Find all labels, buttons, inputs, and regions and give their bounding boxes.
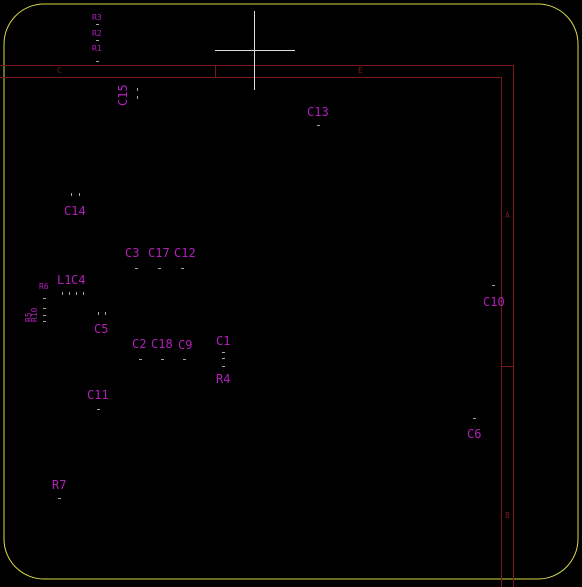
pad [96,61,99,62]
ref-r2[interactable]: R2 [92,29,102,38]
pad [137,88,138,91]
ref-r7[interactable]: R7 [52,478,67,492]
pad [181,268,184,269]
ref-c17[interactable]: C17 [148,246,170,260]
pad [71,193,72,196]
pad [473,418,476,419]
sheet-frame [0,65,514,587]
board-outline[interactable] [3,3,579,580]
pad [98,312,99,315]
ref-r6[interactable]: R6 [39,282,49,291]
frame-zone-b: B [505,511,510,520]
ref-c13[interactable]: C13 [307,105,329,119]
pad [58,498,61,499]
pad [43,308,46,309]
pad [83,292,84,295]
pad [492,285,495,286]
ref-l1[interactable]: L1 [57,273,72,287]
ref-c4[interactable]: C4 [71,273,86,287]
pad [43,298,46,299]
ref-c9[interactable]: C9 [178,338,193,352]
crosshair-cursor-icon [215,11,295,90]
pad [183,359,186,360]
pad [222,366,225,367]
pad [62,292,63,295]
pad [139,359,142,360]
pad [43,321,46,322]
ref-c3[interactable]: C3 [125,246,140,260]
pad [96,24,99,25]
pad [222,352,225,353]
ref-c5[interactable]: C5 [94,322,109,336]
ref-r1[interactable]: R1 [92,44,102,53]
pad [76,292,77,295]
ref-c14[interactable]: C14 [64,204,86,218]
frame-zone-c: C [57,66,62,75]
ref-c18[interactable]: C18 [151,337,173,351]
pad [43,315,46,316]
pad [135,268,138,269]
ref-c2[interactable]: C2 [132,337,147,351]
frame-zone-e: E [358,66,363,75]
pad [222,358,225,359]
pad [79,193,80,196]
ref-r3[interactable]: R3 [92,13,102,22]
pad [105,312,106,315]
pad [69,292,70,295]
frame-zone-a: A [505,211,510,220]
pad [97,409,100,410]
ref-r4[interactable]: R4 [216,372,231,386]
ref-c6[interactable]: C6 [467,427,482,441]
pad [96,40,99,41]
ref-c15[interactable]: C15 [116,84,130,106]
ref-r10[interactable]: R10 [30,307,39,322]
ref-c11[interactable]: C11 [87,388,109,402]
ref-c12[interactable]: C12 [174,246,196,260]
pad [137,96,138,99]
ref-c10[interactable]: C10 [483,295,505,309]
pad [161,359,164,360]
pad [317,125,320,126]
ref-c1[interactable]: C1 [216,334,231,348]
pad [158,268,161,269]
